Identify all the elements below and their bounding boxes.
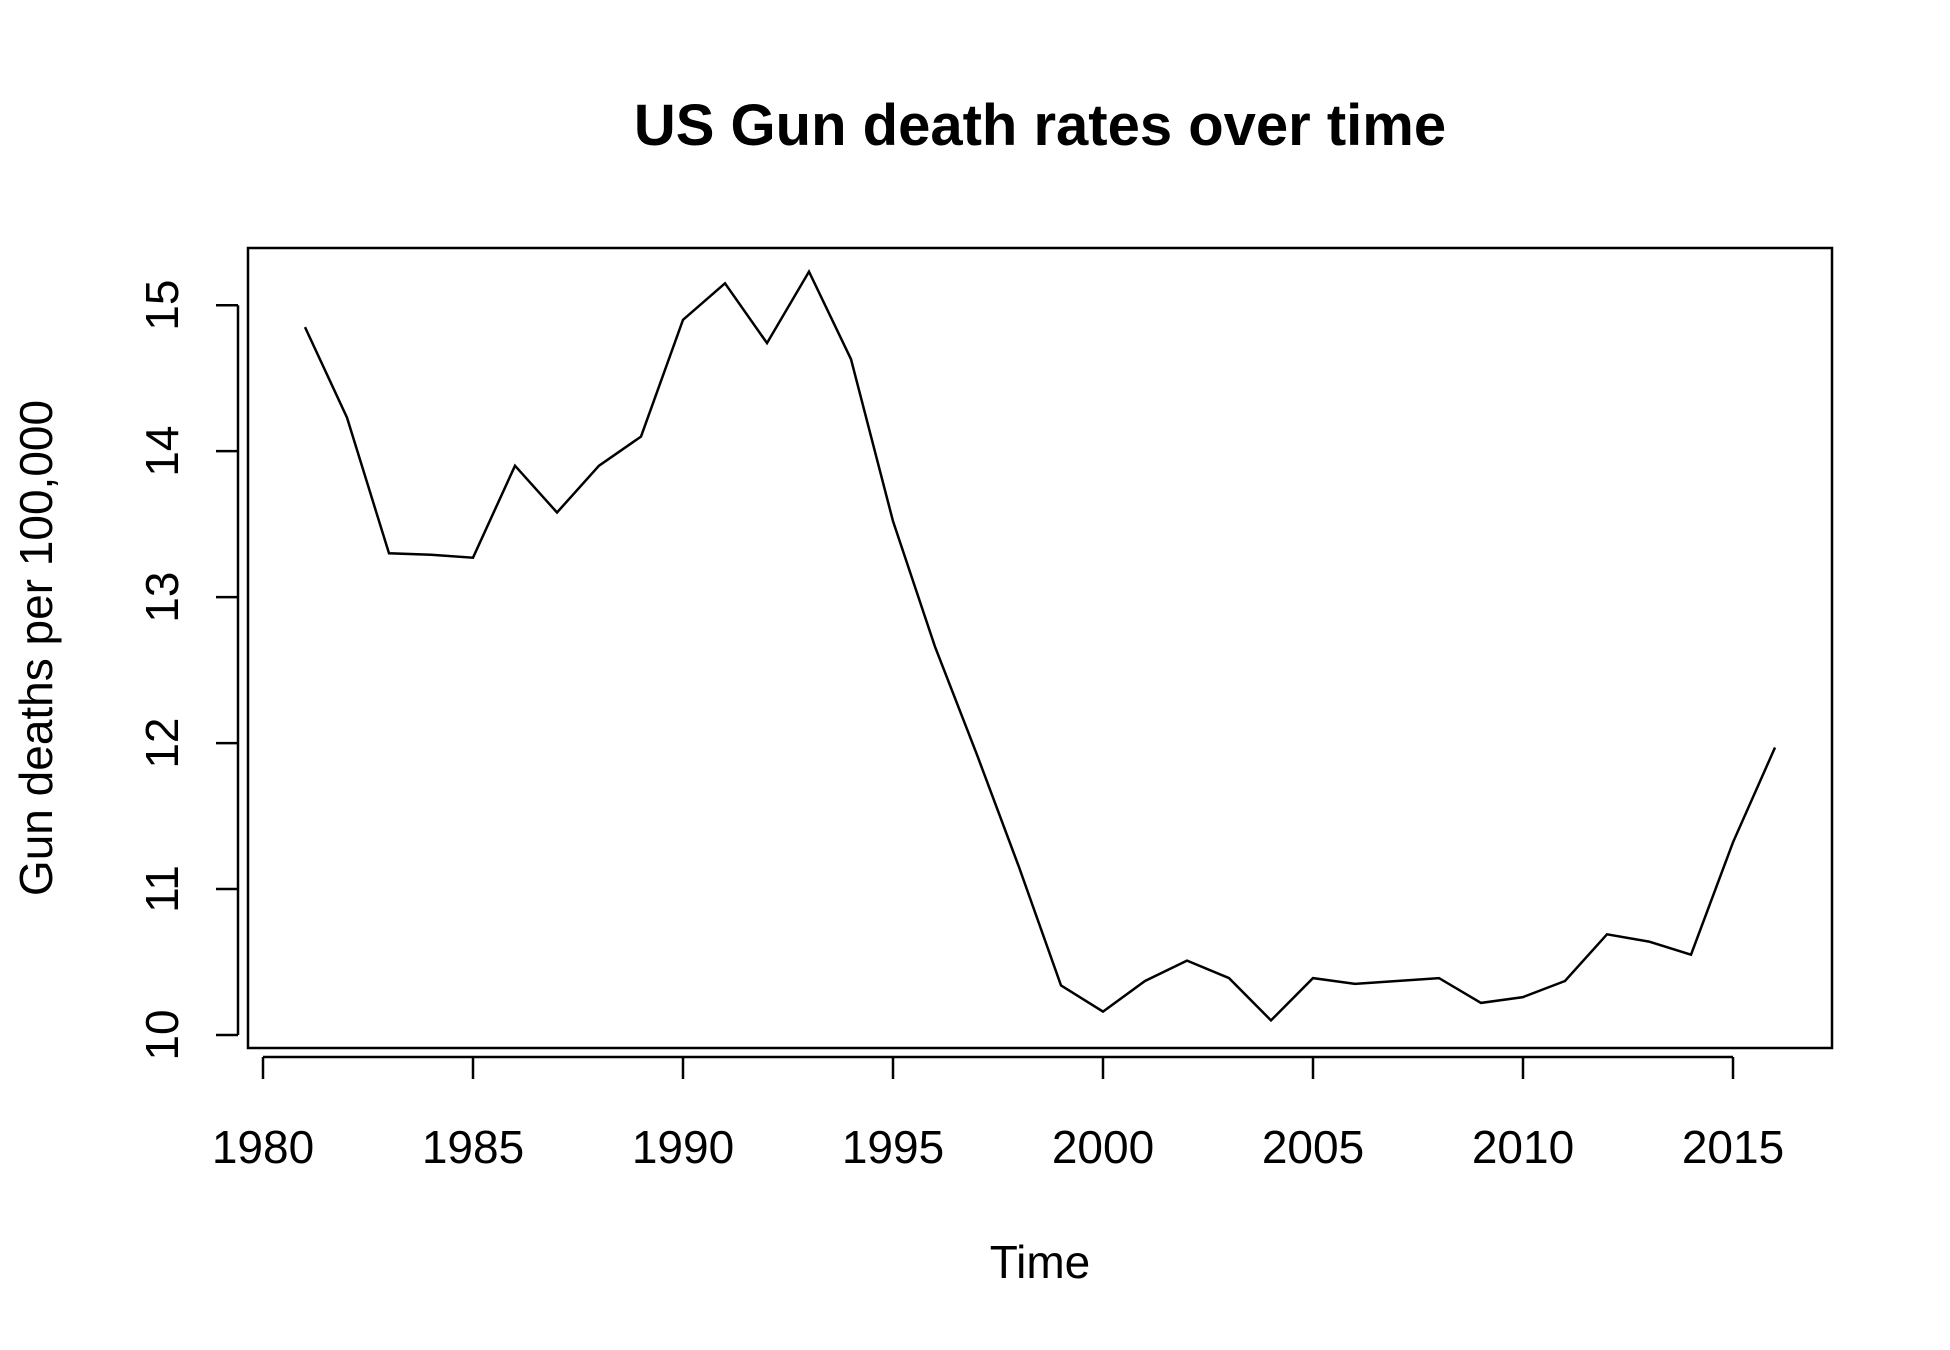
y-axis: 10 11 12 13 14 15 (136, 280, 240, 1061)
x-tick-label: 2010 (1472, 1121, 1574, 1173)
y-tick-label: 11 (136, 865, 188, 913)
x-tick-label: 2005 (1262, 1121, 1364, 1173)
plot-frame (246, 246, 1834, 1050)
x-axis: 1980 1985 1990 1995 2000 2005 2010 2015 (212, 1055, 1784, 1173)
y-tick-label: 13 (136, 572, 188, 623)
y-axis-label: Gun deaths per 100,000 (10, 400, 62, 896)
y-tick-label: 10 (136, 1009, 188, 1060)
series-line (303, 268, 1777, 1023)
x-tick-label: 1990 (632, 1121, 734, 1173)
x-tick-label: 2015 (1682, 1121, 1784, 1173)
y-tick-label: 12 (136, 717, 188, 768)
x-tick-label: 2000 (1052, 1121, 1154, 1173)
x-tick-label: 1980 (212, 1121, 314, 1173)
chart-title: US Gun death rates over time (634, 93, 1446, 158)
x-tick-label: 1995 (842, 1121, 944, 1173)
y-tick-label: 14 (136, 426, 188, 477)
x-tick-label: 1985 (422, 1121, 524, 1173)
y-tick-label: 15 (136, 280, 188, 331)
x-axis-label: Time (990, 1236, 1091, 1288)
